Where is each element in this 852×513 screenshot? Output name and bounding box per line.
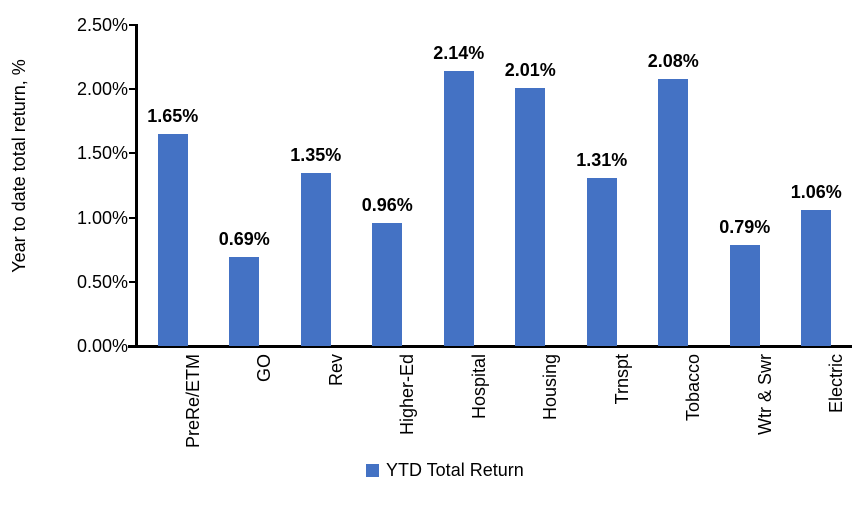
category-label: Rev xyxy=(325,354,346,387)
bar-trnspt xyxy=(586,177,617,346)
y-tick-mark xyxy=(129,216,137,219)
bar-prere-etm xyxy=(157,134,188,346)
bar-value-label: 0.69% xyxy=(218,229,270,250)
bar-rev xyxy=(300,172,331,346)
bar-wtr-swr xyxy=(729,244,760,346)
y-axis-line xyxy=(135,24,138,348)
legend: YTD Total Return xyxy=(366,460,524,480)
bar-higher-ed xyxy=(372,222,403,346)
bar-value-label: 2.01% xyxy=(504,59,556,80)
category-label: Higher-Ed xyxy=(397,354,418,436)
bar-value-label: 0.96% xyxy=(361,194,413,215)
y-tick-label: 0.00% xyxy=(76,336,128,356)
legend-label: YTD Total Return xyxy=(386,460,524,480)
category-label: Wtr & Swr xyxy=(754,354,775,435)
bar-electric xyxy=(801,209,832,346)
bar-value-label: 2.14% xyxy=(433,43,485,64)
y-tick-label: 1.00% xyxy=(76,207,128,228)
legend-swatch xyxy=(366,463,379,477)
category-label: Housing xyxy=(540,354,561,421)
y-tick-mark xyxy=(129,88,137,91)
bar-value-label: 1.35% xyxy=(290,144,342,165)
bar-value-label: 1.31% xyxy=(576,149,628,170)
category-label: Hospital xyxy=(468,354,489,420)
category-label: Electric xyxy=(826,354,847,414)
category-label: GO xyxy=(254,354,275,383)
bar-go xyxy=(229,257,260,346)
y-tick-mark xyxy=(129,152,137,155)
y-tick-mark xyxy=(129,345,137,347)
y-tick-label: 1.50% xyxy=(76,143,128,164)
category-label: PreRe/ETM xyxy=(182,354,203,449)
bar-value-label: 1.06% xyxy=(790,181,842,202)
y-tick-mark xyxy=(129,24,137,26)
bar-value-label: 0.79% xyxy=(719,216,771,237)
bar-hospital xyxy=(443,71,474,346)
y-tick-label: 0.50% xyxy=(76,271,128,292)
bar-value-label: 2.08% xyxy=(647,50,699,71)
y-tick-label: 2.50% xyxy=(76,15,128,35)
category-label: Trnspt xyxy=(611,354,632,405)
category-label: Tobacco xyxy=(683,354,704,422)
x-axis-line xyxy=(128,345,852,348)
y-tick-label: 2.00% xyxy=(76,79,128,100)
bar-value-label: 1.65% xyxy=(147,106,199,127)
y-axis-title: Year to date total return, % xyxy=(9,59,29,273)
bar-housing xyxy=(515,87,546,346)
y-tick-mark xyxy=(129,280,137,283)
bar-tobacco xyxy=(658,78,689,346)
